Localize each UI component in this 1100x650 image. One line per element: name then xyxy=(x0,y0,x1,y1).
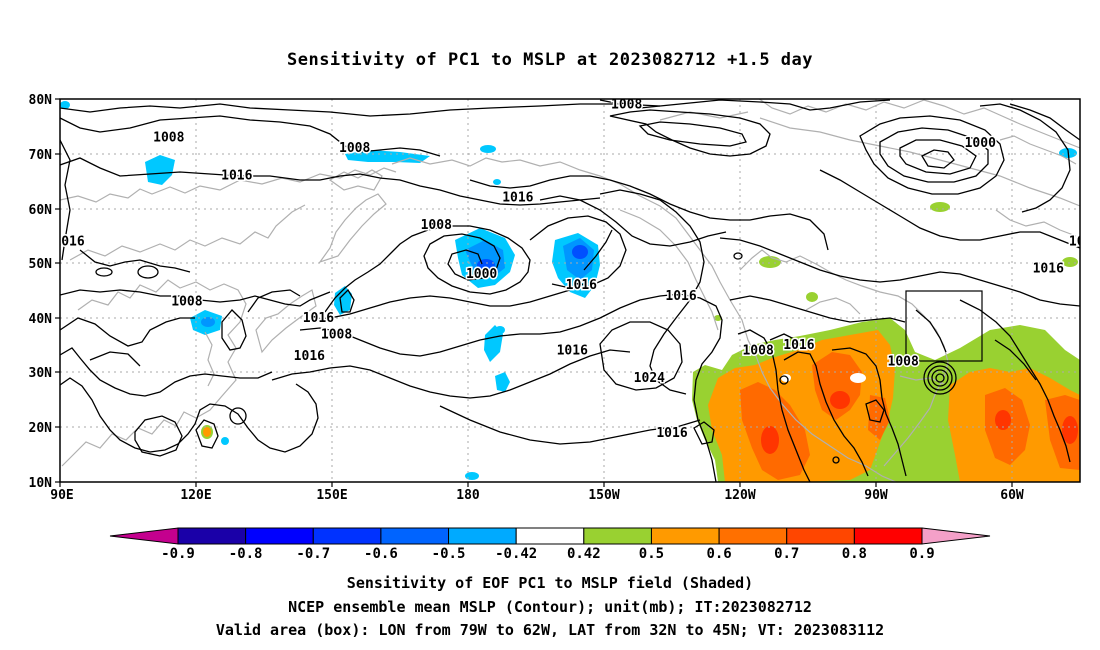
contour-label: 1016 xyxy=(557,344,588,359)
colorbar-tick-label: -0.42 xyxy=(495,546,537,562)
lon-label-60w: 60W xyxy=(1000,488,1024,503)
contour-label: 1008 xyxy=(171,294,202,309)
contour-label: 1008 xyxy=(339,141,370,156)
contour-label: 1016 xyxy=(1033,262,1064,277)
contour-label: 1008 xyxy=(421,218,452,233)
lat-label-30n: 30N xyxy=(29,366,53,381)
lat-label-50n: 50N xyxy=(29,257,53,272)
colorbar-tick-label: 0.9 xyxy=(909,546,934,562)
caption-contour-description: NCEP ensemble mean MSLP (Contour); unit(… xyxy=(288,598,812,616)
colorbar-segment xyxy=(650,527,720,545)
colorbar-segment xyxy=(312,527,382,545)
contour-label: 1016 xyxy=(783,338,814,353)
colorbar-tick-label: 0.6 xyxy=(706,546,731,562)
caption-valid-area: Valid area (box): LON from 79W to 62W, L… xyxy=(215,621,885,639)
lon-label-180: 180 xyxy=(456,488,480,503)
colorbar-segment xyxy=(515,527,585,545)
latitude-labels: 80N 70N 60N 50N 40N 30N 20N 10N xyxy=(29,93,53,491)
lon-label-120e: 120E xyxy=(180,488,211,503)
colorbar-tick-label: 0.5 xyxy=(639,546,664,562)
contour-label: 1008 xyxy=(611,97,642,112)
colorbar-segment xyxy=(583,527,652,545)
colorbar-tick-label: -0.6 xyxy=(364,546,398,562)
contour-label: 1016 xyxy=(53,234,84,249)
colorbar-tick-label: 0.8 xyxy=(842,546,867,562)
colorbar-segment xyxy=(786,527,855,545)
contour-label: 1008 xyxy=(888,355,919,370)
contour-label: 1016 xyxy=(303,311,334,326)
colorbar-segments xyxy=(177,527,923,545)
colorbar-segment xyxy=(853,527,923,545)
contour-label: 1016 xyxy=(221,169,252,184)
contour-label: 1000 xyxy=(466,267,497,282)
contour-label: 1008 xyxy=(1069,234,1100,249)
contour-label-layer: 1008100810081000101610161008101610001016… xyxy=(53,97,1100,442)
colorbar-labels: -0.9 -0.8 -0.7 -0.6 -0.5 -0.42 0.42 0.5 0.6 0.7 0.… xyxy=(161,546,935,562)
colorbar-left-arrow xyxy=(109,527,179,545)
mslp-contours xyxy=(60,99,1080,482)
contour-label: 1024 xyxy=(634,371,665,386)
contour-label: 1008 xyxy=(742,344,773,359)
colorbar-segment xyxy=(245,527,314,545)
colorbar-tick-label: -0.7 xyxy=(296,546,330,562)
lon-label-120w: 120W xyxy=(724,488,755,503)
grid-lines xyxy=(60,99,1080,482)
valid-area-box xyxy=(905,290,983,362)
lon-label-90w: 90W xyxy=(864,488,888,503)
positive-sensitivity-shading xyxy=(201,202,1080,482)
lat-label-20n: 20N xyxy=(29,421,53,436)
colorbar-segment xyxy=(448,527,517,545)
lat-label-70n: 70N xyxy=(29,148,53,163)
colorbar-tick-label: 0.42 xyxy=(567,546,601,562)
lat-label-40n: 40N xyxy=(29,312,53,327)
contour-label: 1008 xyxy=(321,327,352,342)
longitude-labels: 90E 120E 150E 180 150W 120W 90W 60W xyxy=(50,488,1024,503)
lon-label-150w: 150W xyxy=(588,488,619,503)
contour-label: 1016 xyxy=(294,349,325,364)
colorbar-tick-label: -0.9 xyxy=(161,546,195,562)
contour-label: 1016 xyxy=(566,278,597,293)
contour-label: 1008 xyxy=(153,130,184,145)
colorbar-segment xyxy=(718,527,788,545)
lat-label-60n: 60N xyxy=(29,203,53,218)
colorbar-tick-label: -0.8 xyxy=(229,546,263,562)
map-frame xyxy=(59,98,1081,483)
caption-shading-description: Sensitivity of EOF PC1 to MSLP field (Sh… xyxy=(346,574,754,592)
map-title: Sensitivity of PC1 to MSLP at 2023082712… xyxy=(286,50,813,70)
colorbar-segment xyxy=(177,527,247,545)
colorbar-right-arrow xyxy=(921,527,991,545)
lon-label-90e: 90E xyxy=(50,488,73,503)
contour-label: 1016 xyxy=(656,426,687,441)
lat-label-10n: 10N xyxy=(29,476,53,491)
axis-ticks xyxy=(55,98,1013,487)
contour-label: 1000 xyxy=(965,136,996,151)
colorbar-segment xyxy=(380,527,450,545)
colorbar-tick-label: -0.5 xyxy=(432,546,466,562)
lon-label-150e: 150E xyxy=(316,488,347,503)
lat-label-80n: 80N xyxy=(29,93,53,108)
colorbar-tick-label: 0.7 xyxy=(774,546,799,562)
colorbar: -0.9 -0.8 -0.7 -0.6 -0.5 -0.42 0.42 0.5 0.6 0.7 0.… xyxy=(109,527,991,562)
negative-sensitivity-shading xyxy=(60,101,1077,480)
contour-label: 1016 xyxy=(665,289,696,304)
contour-label: 1016 xyxy=(502,190,533,205)
